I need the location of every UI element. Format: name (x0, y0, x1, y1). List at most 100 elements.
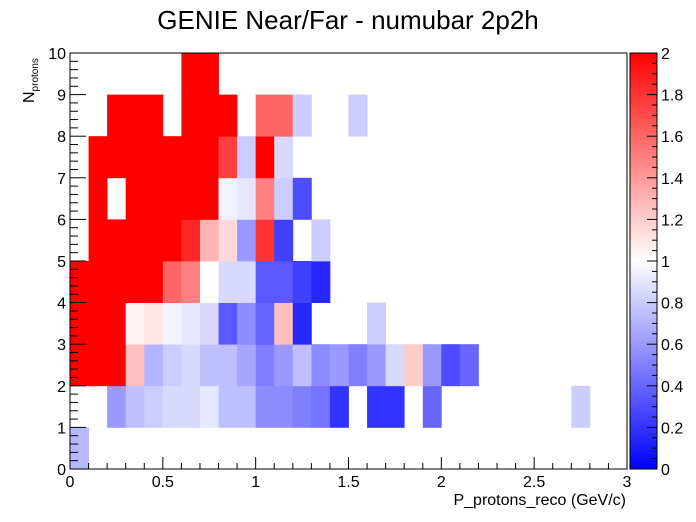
heatmap-cell (144, 261, 164, 303)
heatmap-cell (125, 94, 145, 137)
heatmap-cell (199, 136, 219, 179)
heatmap-cell (348, 94, 368, 137)
y-tick-label: 8 (57, 129, 66, 146)
heatmap-cell (125, 302, 145, 345)
heatmap-cell (162, 385, 182, 428)
y-tick-label: 9 (57, 88, 66, 105)
heatmap-cell (162, 136, 182, 179)
heatmap-cell (144, 94, 164, 137)
heatmap-cell (70, 261, 89, 303)
heatmap-cell (274, 94, 294, 137)
heatmap-cell (144, 385, 164, 428)
heatmap-cell (162, 261, 182, 303)
heatmap-cell (199, 94, 219, 137)
y-tick-label: 2 (57, 379, 66, 396)
heatmap-cell (255, 136, 275, 179)
x-tick-label: 2 (437, 474, 446, 491)
heatmap-cell (274, 385, 294, 428)
y-axis-label-sub: protons (30, 58, 41, 91)
heatmap-cell (311, 219, 331, 262)
chart-title: GENIE Near/Far - numubar 2p2h (157, 5, 539, 35)
heatmap-cell (181, 53, 201, 95)
colorbar-tick-label: 0.6 (661, 337, 683, 354)
y-tick-label: 1 (57, 420, 66, 437)
heatmap-cell (181, 94, 201, 137)
heatmap-cell (404, 344, 424, 387)
heatmap-cell (107, 385, 127, 428)
colorbar-tick-label: 1.2 (661, 212, 683, 229)
x-tick-label: 3 (623, 474, 632, 491)
heatmap-cell (125, 261, 145, 303)
heatmap-cell (274, 261, 294, 303)
heatmap-cell (70, 344, 89, 387)
heatmap-cell (125, 385, 145, 428)
heatmap-cell (237, 261, 257, 303)
colorbar-axis: 0 0.2 0.4 0.6 0.8 1 1.2 1.4 1.6 1.8 2 (647, 46, 683, 479)
heatmap-cell (162, 302, 182, 345)
colorbar-tick-label: 0 (661, 462, 670, 479)
heatmap-cell (367, 385, 387, 428)
heatmap-cell (255, 302, 275, 345)
heatmap-cell (144, 302, 164, 345)
heatmap-cell (125, 136, 145, 179)
heatmap-cell (274, 302, 294, 345)
heatmap-cell (255, 94, 275, 137)
heatmap-cell (88, 261, 108, 303)
heatmap-cell (199, 344, 219, 387)
heatmap-cell (125, 177, 145, 220)
heatmap-cell (199, 385, 219, 428)
heatmap-cell (292, 344, 312, 387)
heatmap-cell (237, 385, 257, 428)
heatmap-cell (125, 344, 145, 387)
heatmap-cell (107, 344, 127, 387)
heatmap-cell (107, 136, 127, 179)
heatmap-cell (218, 385, 238, 428)
colorbar-tick-label: 1.6 (661, 129, 683, 146)
heatmap-cell (88, 219, 108, 262)
heatmap-cell (125, 219, 145, 262)
heatmap-cell (181, 136, 201, 179)
x-tick-label: 0.5 (152, 474, 174, 491)
heatmap-cell (88, 344, 108, 387)
heatmap-cell (107, 302, 127, 345)
heatmap-cell (107, 94, 127, 137)
heatmap-cell (144, 344, 164, 387)
colorbar-tick-label: 1.8 (661, 88, 683, 105)
heatmap-cell (218, 177, 238, 220)
heatmap-cell (199, 302, 219, 345)
colorbar-tick-label: 0.8 (661, 296, 683, 313)
heatmap-cell (162, 177, 182, 220)
heatmap-cell (237, 136, 257, 179)
y-tick-label: 4 (57, 296, 66, 313)
heatmap-cell (237, 302, 257, 345)
heatmap-cell (255, 219, 275, 262)
svg-text:Nprotons: Nprotons (21, 58, 41, 103)
heatmap-cell (181, 344, 201, 387)
heatmap-cell (571, 385, 591, 428)
heatmap-cell (107, 261, 127, 303)
heatmap-cell (292, 177, 312, 220)
heatmap-cell (70, 302, 89, 345)
x-tick-label: 0 (66, 474, 75, 491)
heatmap-cell (459, 344, 479, 387)
heatmap-cell (181, 177, 201, 220)
heatmap-cell (199, 53, 219, 95)
heatmap-cell (199, 219, 219, 262)
heatmap-cell (367, 344, 387, 387)
heatmap-cell (385, 385, 405, 428)
heatmap-cell (181, 385, 201, 428)
heatmap-cell (88, 177, 108, 220)
heatmap-cell (367, 302, 387, 345)
x-tick-label: 1 (251, 474, 260, 491)
y-tick-label: 7 (57, 171, 66, 188)
y-axis-label: Nprotons (21, 58, 41, 103)
colorbar-tick-label: 1.4 (661, 171, 683, 188)
colorbar-tick-label: 0.4 (661, 379, 683, 396)
heatmap-cell (329, 344, 349, 387)
heatmap-cells (70, 53, 591, 470)
axes: 0 0.5 1 1.5 2 2.5 3 0 1 2 3 4 5 6 7 8 9 10 (48, 46, 631, 491)
heatmap-cell (255, 385, 275, 428)
colorbar-tick-label: 0.2 (661, 420, 683, 437)
heatmap-cell (181, 302, 201, 345)
